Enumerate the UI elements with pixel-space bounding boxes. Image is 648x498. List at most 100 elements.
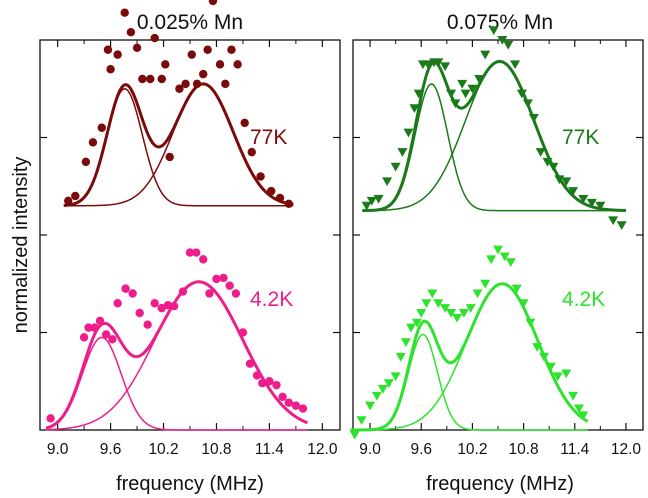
data-point: [516, 89, 527, 99]
data-point: [97, 123, 106, 132]
data-point: [552, 372, 563, 382]
data-point: [608, 216, 619, 226]
data-point: [215, 60, 225, 69]
fit-total-line: [362, 59, 626, 213]
data-point: [382, 177, 393, 187]
data-point: [548, 162, 559, 172]
data-point: [421, 299, 432, 308]
data-point: [233, 60, 242, 69]
data-point: [128, 289, 137, 298]
data-point: [616, 221, 627, 230]
data-point: [187, 50, 196, 59]
data-point: [499, 252, 510, 262]
data-point: [240, 118, 249, 128]
data-point: [411, 318, 422, 328]
data-point: [157, 74, 166, 84]
data-point: [178, 287, 188, 296]
data-point: [256, 172, 265, 181]
data-point: [568, 391, 579, 401]
data-point: [522, 99, 533, 109]
data-point: [409, 104, 420, 113]
panel-right-marks: [349, 26, 627, 440]
data-point: [416, 309, 427, 318]
data-point: [81, 157, 91, 167]
data-point: [46, 414, 55, 423]
data-point: [423, 60, 434, 70]
y-axis-label: normalized intensity: [10, 157, 32, 334]
data-point: [90, 323, 99, 332]
data-point: [266, 186, 276, 196]
data-point: [390, 162, 401, 172]
data-point: [586, 198, 597, 208]
data-point: [488, 26, 499, 35]
data-point: [383, 379, 394, 388]
data-point: [465, 304, 476, 313]
x-tick-label: 9.0: [47, 441, 69, 458]
data-point: [247, 147, 256, 157]
data-point: [510, 60, 521, 70]
x-tick-label: 10.8: [509, 441, 539, 458]
data-point: [472, 289, 483, 299]
data-point: [542, 157, 553, 167]
panel-right-ticks: 9.0 9.6 10.2 10.8 11.4 12.0: [353, 40, 643, 458]
data-point: [135, 308, 144, 318]
x-tick-label: 9.6: [100, 441, 122, 458]
data-point: [403, 128, 414, 138]
data-point: [539, 352, 550, 362]
panel-left-frame: [39, 39, 341, 431]
data-point: [427, 289, 438, 299]
data-point: [108, 335, 117, 344]
x-tick-label: 10.2: [457, 441, 487, 458]
data-point: [518, 299, 529, 308]
panel-right-frame: [352, 39, 644, 431]
panel-right: 0.075% Mn frequency (MHz) 9.0 9.6 10.2 10.8…: [349, 11, 644, 495]
data-point: [212, 274, 221, 284]
data-point: [371, 391, 382, 401]
data-point: [395, 352, 406, 362]
x-tick-label: 10.8: [201, 441, 231, 458]
data-point: [146, 74, 155, 84]
data-point: [480, 279, 491, 289]
data-point: [126, 28, 136, 37]
data-point: [88, 138, 98, 147]
data-point: [208, 0, 218, 6]
panel-left-label-77k: 77K: [250, 126, 287, 149]
data-point: [199, 255, 208, 264]
panel-left-label-4-2k: 4.2K: [250, 288, 293, 311]
data-point: [84, 323, 93, 332]
data-point: [486, 255, 497, 265]
data-point: [458, 309, 469, 318]
panel-right-x-axis-label: frequency (MHz): [426, 473, 574, 495]
data-point: [535, 148, 546, 157]
data-point: [101, 330, 111, 339]
data-point: [528, 114, 539, 123]
data-point: [595, 201, 606, 211]
data-point: [497, 36, 508, 45]
data-point: [275, 193, 285, 203]
data-point: [446, 309, 457, 318]
data-point: [113, 50, 122, 59]
data-point: [185, 248, 195, 257]
data-point: [238, 328, 248, 337]
data-point: [505, 258, 516, 268]
data-point: [298, 404, 308, 413]
panel-left-x-axis-label: frequency (MHz): [116, 473, 264, 495]
data-point: [169, 301, 179, 311]
data-point: [349, 430, 360, 440]
data-point: [390, 372, 401, 382]
data-point: [71, 191, 80, 201]
data-point: [474, 75, 485, 84]
data-point: [191, 248, 201, 257]
panel-left: 0.025% Mn frequency (MHz) 9.0 9.6 10.2 10.8…: [39, 0, 341, 495]
data-point: [231, 289, 241, 298]
data-point: [574, 404, 585, 414]
data-point: [377, 385, 388, 394]
data-point: [150, 299, 159, 308]
data-point: [143, 320, 152, 329]
data-point: [106, 65, 115, 74]
data-point: [225, 281, 234, 290]
data-point: [64, 196, 73, 206]
data-point: [440, 62, 451, 72]
data-point: [578, 194, 589, 204]
data-point: [493, 245, 503, 255]
